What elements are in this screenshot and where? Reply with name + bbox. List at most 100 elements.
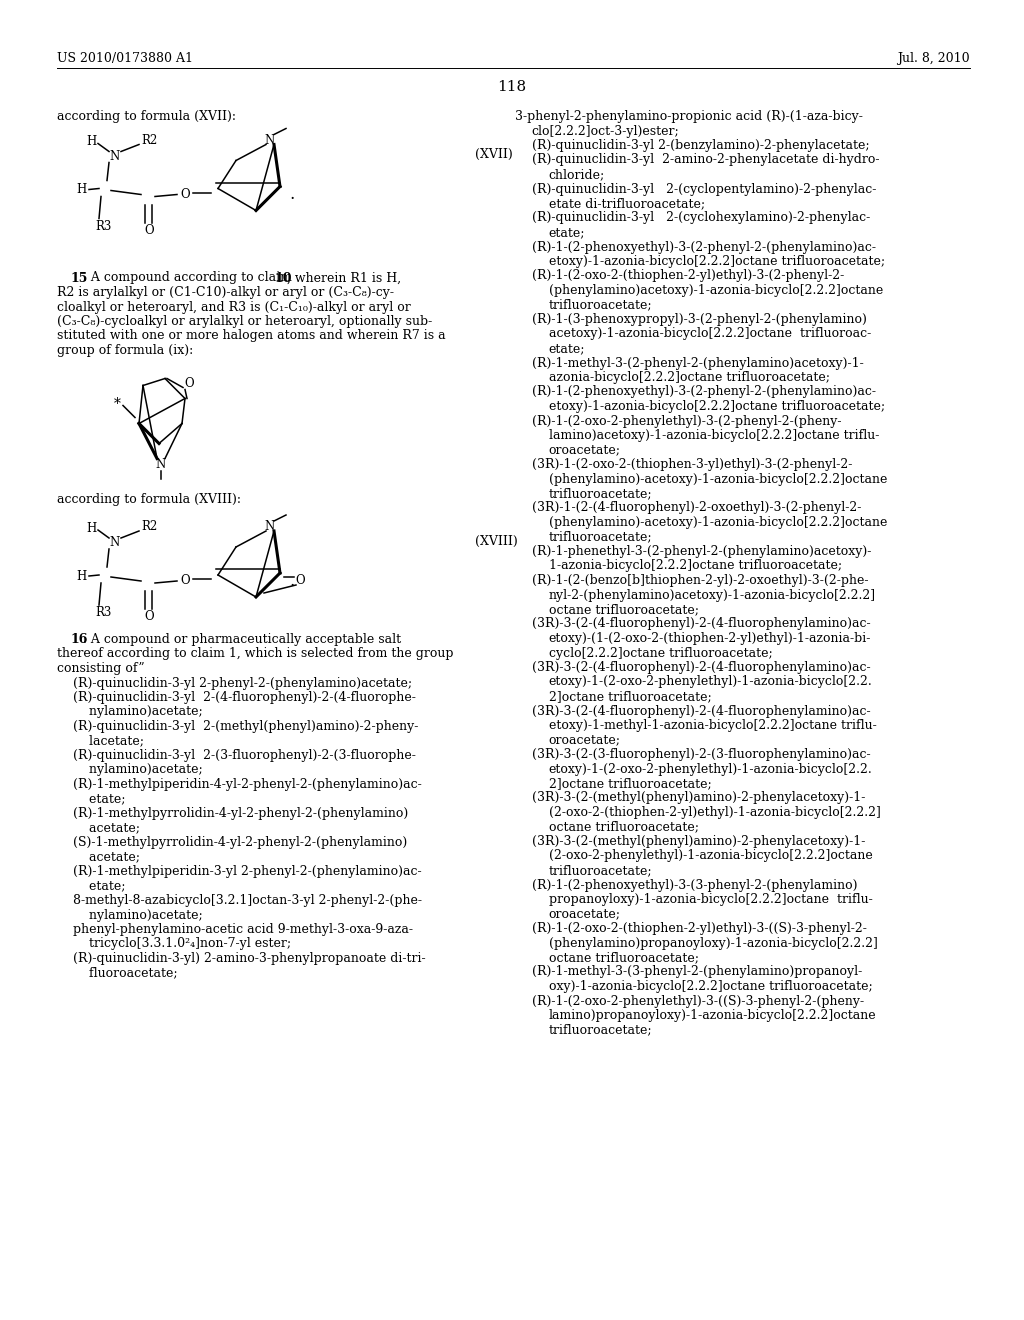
Text: R2 is arylalkyl or (C1-C10)-alkyl or aryl or (C₃-C₈)-cy-: R2 is arylalkyl or (C1-C10)-alkyl or ary… [57, 286, 394, 300]
Text: (R)-1-methylpiperidin-3-yl 2-phenyl-2-(phenylamino)ac-: (R)-1-methylpiperidin-3-yl 2-phenyl-2-(p… [57, 865, 422, 878]
Text: .: . [290, 573, 295, 590]
Text: etoxy)-1-(2-oxo-2-phenylethyl)-1-azonia-bicyclo[2.2.: etoxy)-1-(2-oxo-2-phenylethyl)-1-azonia-… [549, 676, 872, 689]
Text: (R)-1-methyl-3-(2-phenyl-2-(phenylamino)acetoxy)-1-: (R)-1-methyl-3-(2-phenyl-2-(phenylamino)… [531, 356, 863, 370]
Text: trifluoroacetate;: trifluoroacetate; [549, 298, 652, 312]
Text: H: H [76, 183, 86, 195]
Text: nyl-2-(phenylamino)acetoxy)-1-azonia-bicyclo[2.2.2]: nyl-2-(phenylamino)acetoxy)-1-azonia-bic… [549, 589, 876, 602]
Text: . A compound or pharmaceutically acceptable salt: . A compound or pharmaceutically accepta… [83, 634, 401, 645]
Text: (3R)-3-(2-(4-fluorophenyl)-2-(4-fluorophenylamino)ac-: (3R)-3-(2-(4-fluorophenyl)-2-(4-fluoroph… [531, 661, 870, 675]
Text: azonia-bicyclo[2.2.2]octane trifluoroacetate;: azonia-bicyclo[2.2.2]octane trifluoroace… [549, 371, 829, 384]
Text: etoxy)-1-azonia-bicyclo[2.2.2]octane trifluoroacetate;: etoxy)-1-azonia-bicyclo[2.2.2]octane tri… [549, 400, 885, 413]
Text: (3R)-3-(2-(4-fluorophenyl)-2-(4-fluorophenylamino)ac-: (3R)-3-(2-(4-fluorophenyl)-2-(4-fluoroph… [531, 618, 870, 631]
Text: according to formula (XVIII):: according to formula (XVIII): [57, 494, 241, 507]
Text: (R)-1-(2-oxo-2-(thiophen-2-yl)ethyl)-3-((S)-3-phenyl-2-: (R)-1-(2-oxo-2-(thiophen-2-yl)ethyl)-3-(… [531, 921, 866, 935]
Text: O: O [180, 187, 189, 201]
Text: (phenylamino)-acetoxy)-1-azonia-bicyclo[2.2.2]octane: (phenylamino)-acetoxy)-1-azonia-bicyclo[… [549, 516, 887, 529]
Text: consisting of”: consisting of” [57, 663, 144, 675]
Text: etoxy)-1-methyl-1-azonia-bicyclo[2.2.2]octane triflu-: etoxy)-1-methyl-1-azonia-bicyclo[2.2.2]o… [549, 719, 877, 733]
Text: octane trifluoroacetate;: octane trifluoroacetate; [549, 821, 698, 833]
Text: 8-methyl-8-azabicyclo[3.2.1]octan-3-yl 2-phenyl-2-(phe-: 8-methyl-8-azabicyclo[3.2.1]octan-3-yl 2… [57, 894, 422, 907]
Text: octane trifluoroacetate;: octane trifluoroacetate; [549, 950, 698, 964]
Text: (phenylamino)acetoxy)-1-azonia-bicyclo[2.2.2]octane: (phenylamino)acetoxy)-1-azonia-bicyclo[2… [549, 284, 883, 297]
Text: etoxy)-(1-(2-oxo-2-(thiophen-2-yl)ethyl)-1-azonia-bi-: etoxy)-(1-(2-oxo-2-(thiophen-2-yl)ethyl)… [549, 632, 871, 645]
Text: trifluoroacetate;: trifluoroacetate; [549, 1023, 652, 1036]
Text: trifluoroacetate;: trifluoroacetate; [549, 487, 652, 500]
Text: 16: 16 [71, 634, 88, 645]
Text: (R)-1-methyl-3-(3-phenyl-2-(phenylamino)propanoyl-: (R)-1-methyl-3-(3-phenyl-2-(phenylamino)… [531, 965, 862, 978]
Text: (R)-1-methylpiperidin-4-yl-2-phenyl-2-(phenylamino)ac-: (R)-1-methylpiperidin-4-yl-2-phenyl-2-(p… [57, 777, 422, 791]
Text: nylamino)acetate;: nylamino)acetate; [57, 908, 203, 921]
Text: (phenylamino)propanoyloxy)-1-azonia-bicyclo[2.2.2]: (phenylamino)propanoyloxy)-1-azonia-bicy… [549, 936, 878, 949]
Text: O: O [144, 224, 154, 238]
Text: lamino)acetoxy)-1-azonia-bicyclo[2.2.2]octane triflu-: lamino)acetoxy)-1-azonia-bicyclo[2.2.2]o… [549, 429, 879, 442]
Text: (R)-1-(2-phenoxyethyl)-3-(3-phenyl-2-(phenylamino): (R)-1-(2-phenoxyethyl)-3-(3-phenyl-2-(ph… [531, 879, 857, 891]
Text: 1-azonia-bicyclo[2.2.2]octane trifluoroacetate;: 1-azonia-bicyclo[2.2.2]octane trifluoroa… [549, 560, 842, 573]
Text: etate;: etate; [549, 342, 585, 355]
Text: (R)-quinuclidin-3-yl  2-amino-2-phenylacetate di-hydro-: (R)-quinuclidin-3-yl 2-amino-2-phenylace… [531, 153, 880, 166]
Text: N: N [156, 458, 166, 471]
Text: (R)-quinuclidin-3-yl 2-phenyl-2-(phenylamino)acetate;: (R)-quinuclidin-3-yl 2-phenyl-2-(phenyla… [57, 676, 412, 689]
Text: etoxy)-1-(2-oxo-2-phenylethyl)-1-azonia-bicyclo[2.2.: etoxy)-1-(2-oxo-2-phenylethyl)-1-azonia-… [549, 763, 872, 776]
Text: O: O [295, 574, 305, 587]
Text: tricyclo[3.3.1.0²₄]non-7-yl ester;: tricyclo[3.3.1.0²₄]non-7-yl ester; [57, 937, 291, 950]
Text: (R)-quinuclidin-3-yl  2-(3-fluorophenyl)-2-(3-fluorophe-: (R)-quinuclidin-3-yl 2-(3-fluorophenyl)-… [57, 748, 416, 762]
Text: thereof according to claim 1, which is selected from the group: thereof according to claim 1, which is s… [57, 648, 454, 660]
Text: (3R)-1-(2-(4-fluorophenyl)-2-oxoethyl)-3-(2-phenyl-2-: (3R)-1-(2-(4-fluorophenyl)-2-oxoethyl)-3… [531, 502, 861, 515]
Text: (3R)-1-(2-oxo-2-(thiophen-3-yl)ethyl)-3-(2-phenyl-2-: (3R)-1-(2-oxo-2-(thiophen-3-yl)ethyl)-3-… [531, 458, 852, 471]
Text: acetate;: acetate; [57, 821, 140, 834]
Text: (2-oxo-2-phenylethyl)-1-azonia-bicyclo[2.2.2]octane: (2-oxo-2-phenylethyl)-1-azonia-bicyclo[2… [549, 850, 872, 862]
Text: (R)-quinuclidin-3-yl   2-(cyclohexylamino)-2-phenylac-: (R)-quinuclidin-3-yl 2-(cyclohexylamino)… [531, 211, 870, 224]
Text: R3: R3 [95, 606, 112, 619]
Text: nylamino)acetate;: nylamino)acetate; [57, 705, 203, 718]
Text: octane trifluoroacetate;: octane trifluoroacetate; [549, 603, 698, 616]
Text: N: N [265, 520, 275, 533]
Text: (3R)-3-(2-(methyl(phenyl)amino)-2-phenylacetoxy)-1-: (3R)-3-(2-(methyl(phenyl)amino)-2-phenyl… [531, 792, 865, 804]
Text: (R)-quinuclidin-3-yl   2-(cyclopentylamino)-2-phenylac-: (R)-quinuclidin-3-yl 2-(cyclopentylamino… [531, 182, 877, 195]
Text: acetate;: acetate; [57, 850, 140, 863]
Text: 2]octane trifluoroacetate;: 2]octane trifluoroacetate; [549, 777, 712, 789]
Text: (R)-1-(2-(benzo[b]thiophen-2-yl)-2-oxoethyl)-3-(2-phe-: (R)-1-(2-(benzo[b]thiophen-2-yl)-2-oxoet… [531, 574, 868, 587]
Text: etate di-trifluoroacetate;: etate di-trifluoroacetate; [549, 197, 705, 210]
Text: (R)-1-(2-phenoxyethyl)-3-(2-phenyl-2-(phenylamino)ac-: (R)-1-(2-phenoxyethyl)-3-(2-phenyl-2-(ph… [531, 240, 876, 253]
Text: acetoxy)-1-azonia-bicyclo[2.2.2]octane  trifluoroac-: acetoxy)-1-azonia-bicyclo[2.2.2]octane t… [549, 327, 870, 341]
Text: (3R)-3-(2-(4-fluorophenyl)-2-(4-fluorophenylamino)ac-: (3R)-3-(2-(4-fluorophenyl)-2-(4-fluoroph… [531, 705, 870, 718]
Text: (R)-1-(2-oxo-2-phenylethyl)-3-((S)-3-phenyl-2-(pheny-: (R)-1-(2-oxo-2-phenylethyl)-3-((S)-3-phe… [531, 994, 864, 1007]
Text: N: N [110, 536, 120, 549]
Text: 118: 118 [498, 81, 526, 94]
Text: (3R)-3-(2-(methyl(phenyl)amino)-2-phenylacetoxy)-1-: (3R)-3-(2-(methyl(phenyl)amino)-2-phenyl… [531, 836, 865, 847]
Text: N: N [110, 150, 120, 162]
Text: (2-oxo-2-(thiophen-2-yl)ethyl)-1-azonia-bicyclo[2.2.2]: (2-oxo-2-(thiophen-2-yl)ethyl)-1-azonia-… [549, 807, 881, 818]
Text: (R)-quinuclidin-3-yl 2-(benzylamino)-2-phenylacetate;: (R)-quinuclidin-3-yl 2-(benzylamino)-2-p… [531, 139, 869, 152]
Text: (R)-1-(3-phenoxypropyl)-3-(2-phenyl-2-(phenylamino): (R)-1-(3-phenoxypropyl)-3-(2-phenyl-2-(p… [531, 313, 866, 326]
Text: group of formula (ix):: group of formula (ix): [57, 345, 194, 356]
Text: according to formula (XVII):: according to formula (XVII): [57, 110, 236, 123]
Text: lamino)propanoyloxy)-1-azonia-bicyclo[2.2.2]octane: lamino)propanoyloxy)-1-azonia-bicyclo[2.… [549, 1008, 877, 1022]
Text: oroacetate;: oroacetate; [549, 908, 621, 920]
Text: (R)-quinuclidin-3-yl  2-(methyl(phenyl)amino)-2-pheny-: (R)-quinuclidin-3-yl 2-(methyl(phenyl)am… [57, 719, 419, 733]
Text: cloalkyl or heteroaryl, and R3 is (C₁-C₁₀)-alkyl or aryl or: cloalkyl or heteroaryl, and R3 is (C₁-C₁… [57, 301, 411, 314]
Text: 10: 10 [275, 272, 293, 285]
Text: (3R)-3-(2-(3-fluorophenyl)-2-(3-fluorophenylamino)ac-: (3R)-3-(2-(3-fluorophenyl)-2-(3-fluoroph… [531, 748, 870, 762]
Text: R3: R3 [95, 220, 112, 234]
Text: (R)-1-(2-phenoxyethyl)-3-(2-phenyl-2-(phenylamino)ac-: (R)-1-(2-phenoxyethyl)-3-(2-phenyl-2-(ph… [531, 385, 876, 399]
Text: 15: 15 [71, 272, 88, 285]
Text: 3-phenyl-2-phenylamino-propionic acid (R)-(1-aza-bicy-: 3-phenyl-2-phenylamino-propionic acid (R… [515, 110, 863, 123]
Text: (phenylamino)-acetoxy)-1-azonia-bicyclo[2.2.2]octane: (phenylamino)-acetoxy)-1-azonia-bicyclo[… [549, 473, 887, 486]
Text: lacetate;: lacetate; [57, 734, 144, 747]
Text: Jul. 8, 2010: Jul. 8, 2010 [897, 51, 970, 65]
Text: (R)-1-methylpyrrolidin-4-yl-2-phenyl-2-(phenylamino): (R)-1-methylpyrrolidin-4-yl-2-phenyl-2-(… [57, 807, 409, 820]
Text: chloride;: chloride; [549, 168, 605, 181]
Text: . A compound according to claim: . A compound according to claim [83, 272, 296, 285]
Text: O: O [180, 574, 189, 587]
Text: (XVII): (XVII) [475, 148, 513, 161]
Text: cyclo[2.2.2]octane trifluoroacetate;: cyclo[2.2.2]octane trifluoroacetate; [549, 647, 772, 660]
Text: propanoyloxy)-1-azonia-bicyclo[2.2.2]octane  triflu-: propanoyloxy)-1-azonia-bicyclo[2.2.2]oct… [549, 894, 872, 906]
Text: O: O [184, 378, 194, 389]
Text: oroacetate;: oroacetate; [549, 444, 621, 457]
Text: (R)-1-(2-oxo-2-(thiophen-2-yl)ethyl)-3-(2-phenyl-2-: (R)-1-(2-oxo-2-(thiophen-2-yl)ethyl)-3-(… [531, 269, 844, 282]
Text: oxy)-1-azonia-bicyclo[2.2.2]octane trifluoroacetate;: oxy)-1-azonia-bicyclo[2.2.2]octane trifl… [549, 979, 872, 993]
Text: etoxy)-1-azonia-bicyclo[2.2.2]octane trifluoroacetate;: etoxy)-1-azonia-bicyclo[2.2.2]octane tri… [549, 255, 885, 268]
Text: trifluoroacetate;: trifluoroacetate; [549, 865, 652, 876]
Text: H: H [86, 521, 96, 535]
Text: (R)-quinuclidin-3-yl  2-(4-fluorophenyl)-2-(4-fluorophe-: (R)-quinuclidin-3-yl 2-(4-fluorophenyl)-… [57, 690, 416, 704]
